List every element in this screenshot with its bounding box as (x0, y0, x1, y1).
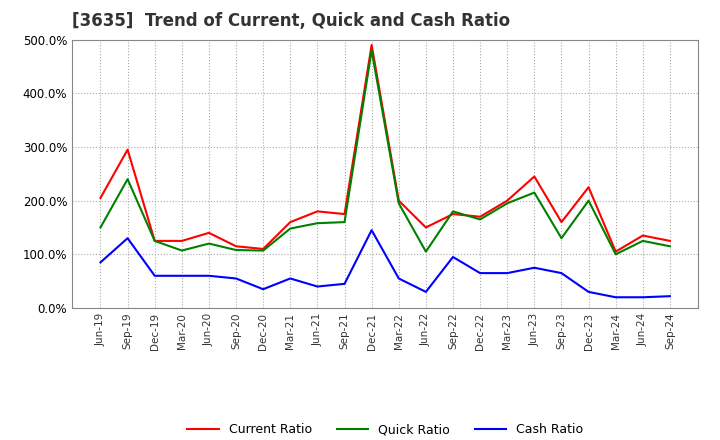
Current Ratio (611, 249, 620, 254)
Cash Ratio (178, 273, 186, 279)
Current Ratio (530, 174, 539, 179)
Cash Ratio (286, 276, 294, 281)
Quick Ratio (503, 201, 511, 206)
Quick Ratio (395, 201, 403, 206)
Cash Ratio (584, 289, 593, 294)
Cash Ratio (639, 295, 647, 300)
Cash Ratio (557, 271, 566, 276)
Quick Ratio (449, 209, 457, 214)
Quick Ratio (259, 248, 268, 253)
Current Ratio (150, 238, 159, 244)
Cash Ratio (232, 276, 240, 281)
Text: [3635]  Trend of Current, Quick and Cash Ratio: [3635] Trend of Current, Quick and Cash … (72, 12, 510, 30)
Current Ratio (313, 209, 322, 214)
Cash Ratio (259, 286, 268, 292)
Legend: Current Ratio, Quick Ratio, Cash Ratio: Current Ratio, Quick Ratio, Cash Ratio (182, 418, 588, 440)
Cash Ratio (395, 276, 403, 281)
Quick Ratio (150, 238, 159, 244)
Quick Ratio (584, 198, 593, 203)
Quick Ratio (665, 244, 674, 249)
Current Ratio (503, 198, 511, 203)
Cash Ratio (123, 235, 132, 241)
Current Ratio (449, 211, 457, 216)
Current Ratio (557, 220, 566, 225)
Quick Ratio (341, 220, 349, 225)
Quick Ratio (96, 225, 105, 230)
Line: Quick Ratio: Quick Ratio (101, 50, 670, 254)
Line: Current Ratio: Current Ratio (101, 45, 670, 252)
Cash Ratio (341, 281, 349, 286)
Line: Cash Ratio: Cash Ratio (101, 230, 670, 297)
Quick Ratio (232, 247, 240, 253)
Cash Ratio (530, 265, 539, 270)
Current Ratio (639, 233, 647, 238)
Current Ratio (178, 238, 186, 244)
Quick Ratio (367, 48, 376, 53)
Quick Ratio (421, 249, 430, 254)
Current Ratio (204, 230, 213, 235)
Cash Ratio (449, 254, 457, 260)
Quick Ratio (530, 190, 539, 195)
Cash Ratio (150, 273, 159, 279)
Cash Ratio (665, 293, 674, 299)
Current Ratio (367, 42, 376, 48)
Current Ratio (96, 195, 105, 201)
Current Ratio (665, 238, 674, 244)
Quick Ratio (313, 220, 322, 226)
Current Ratio (259, 246, 268, 252)
Quick Ratio (611, 252, 620, 257)
Quick Ratio (639, 238, 647, 244)
Cash Ratio (313, 284, 322, 289)
Quick Ratio (286, 226, 294, 231)
Current Ratio (421, 225, 430, 230)
Quick Ratio (178, 248, 186, 253)
Current Ratio (232, 244, 240, 249)
Cash Ratio (611, 295, 620, 300)
Cash Ratio (421, 289, 430, 294)
Quick Ratio (557, 235, 566, 241)
Quick Ratio (123, 176, 132, 182)
Cash Ratio (96, 260, 105, 265)
Cash Ratio (503, 271, 511, 276)
Quick Ratio (476, 217, 485, 222)
Cash Ratio (204, 273, 213, 279)
Cash Ratio (476, 271, 485, 276)
Current Ratio (286, 220, 294, 225)
Cash Ratio (367, 227, 376, 233)
Current Ratio (123, 147, 132, 152)
Current Ratio (476, 214, 485, 220)
Current Ratio (341, 211, 349, 216)
Current Ratio (584, 185, 593, 190)
Quick Ratio (204, 241, 213, 246)
Current Ratio (395, 198, 403, 203)
